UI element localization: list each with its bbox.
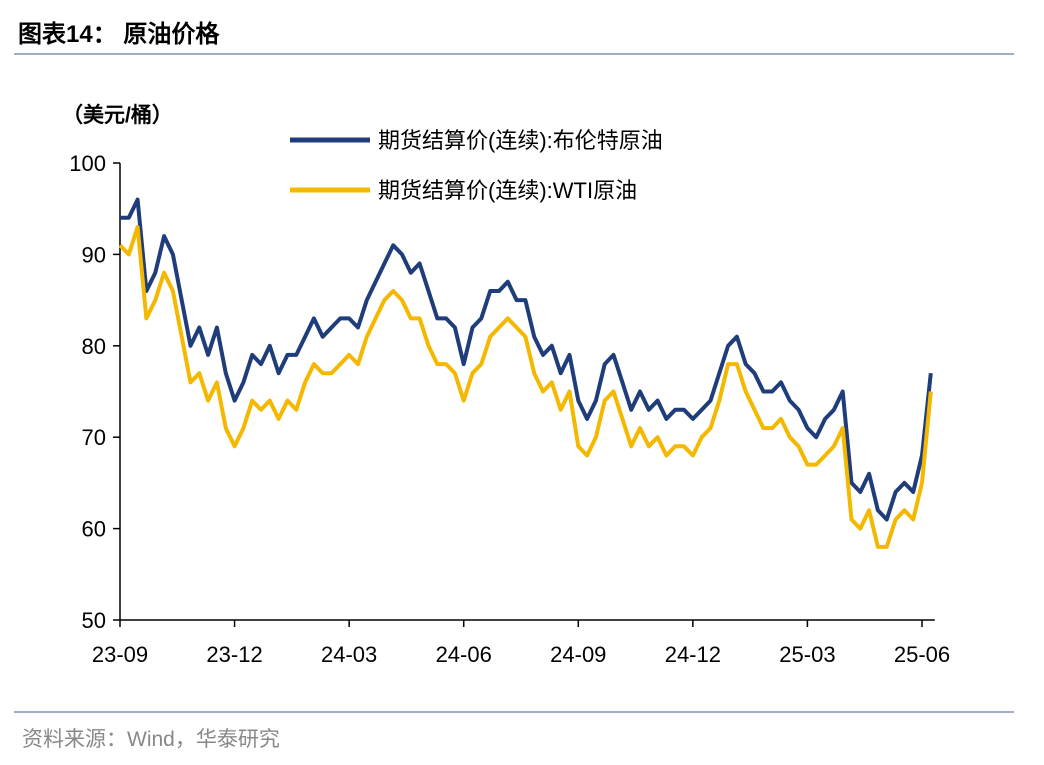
x-tick-label: 23-12	[206, 642, 262, 667]
x-tick-label: 25-06	[894, 642, 950, 667]
legend-label: 期货结算价(连续):WTI原油	[378, 178, 637, 203]
data-line	[120, 197, 933, 522]
x-tick-label: 24-03	[321, 642, 377, 667]
y-tick-label: 100	[69, 151, 106, 176]
legend-label: 期货结算价(连续):布伦特原油	[378, 128, 663, 153]
x-tick-label: 25-03	[779, 642, 835, 667]
x-tick-label: 24-09	[550, 642, 606, 667]
x-tick-label: 24-06	[436, 642, 492, 667]
data-line	[118, 225, 933, 549]
y-tick-label: 50	[82, 608, 106, 633]
figure-title: 图表14： 原油价格	[18, 21, 220, 48]
y-tick-label: 60	[82, 517, 106, 542]
x-tick-label: 24-12	[665, 642, 721, 667]
x-tick-label: 23-09	[92, 642, 148, 667]
y-tick-label: 90	[82, 242, 106, 267]
y-tick-label: 70	[82, 425, 106, 450]
source-note: 资料来源：Wind，华泰研究	[22, 728, 280, 751]
y-axis-unit: （美元/桶）	[62, 103, 173, 127]
y-tick-label: 80	[82, 334, 106, 359]
